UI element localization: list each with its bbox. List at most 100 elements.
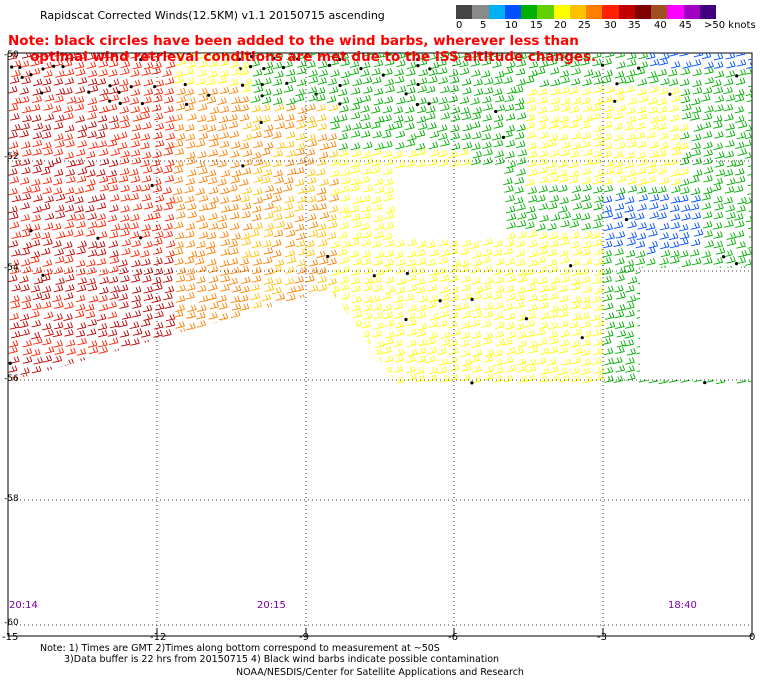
wind-barb — [625, 365, 635, 373]
wind-barb — [22, 356, 33, 364]
wind-barb — [690, 187, 701, 196]
wind-barb — [107, 139, 118, 147]
wind-barb — [615, 303, 626, 312]
wind-barb — [74, 205, 84, 213]
wind-barb — [395, 160, 406, 169]
wind-barb — [207, 114, 217, 123]
wind-barb — [744, 151, 752, 159]
wind-barb — [108, 240, 119, 248]
wind-barb — [8, 103, 19, 112]
wind-barb — [572, 328, 582, 336]
wind-barb — [451, 259, 461, 268]
colorbar-label: 15 — [530, 20, 543, 31]
wind-barb — [286, 256, 297, 264]
wind-barb — [253, 85, 264, 93]
wind-barb — [548, 53, 559, 58]
wind-barb — [98, 339, 108, 348]
wind-barb — [195, 139, 206, 148]
wind-barb — [657, 97, 667, 106]
wind-barb — [206, 247, 216, 255]
wind-barb — [627, 276, 638, 284]
wind-barb — [670, 60, 681, 69]
wind-barb — [438, 76, 448, 85]
wind-barb — [285, 113, 295, 122]
wind-barb — [173, 195, 183, 204]
wind-barb — [627, 97, 638, 105]
wind-barb — [614, 70, 625, 79]
wind-barb — [217, 123, 228, 132]
contamination-dot — [615, 82, 619, 86]
wind-barb — [747, 178, 752, 187]
colorbar-label: 30 — [604, 20, 617, 31]
wind-barb — [416, 249, 426, 257]
wind-barb — [294, 214, 305, 223]
wind-barb — [636, 106, 647, 114]
wind-barb — [613, 167, 624, 175]
wind-barb — [703, 257, 713, 265]
wind-barb — [537, 337, 548, 346]
wind-barb — [581, 140, 591, 148]
wind-barb — [41, 141, 52, 150]
wind-barb — [186, 151, 196, 160]
wind-barb — [22, 347, 33, 356]
wind-barb — [206, 202, 217, 210]
wind-barb — [429, 149, 440, 157]
wind-barb — [52, 177, 63, 186]
wind-barb — [152, 150, 162, 159]
wind-barb — [747, 221, 752, 230]
colorbar-swatch — [634, 5, 651, 19]
wind-barb — [492, 267, 503, 276]
wind-barb — [461, 275, 471, 283]
wind-barb — [241, 202, 252, 211]
wind-barb — [561, 358, 572, 366]
wind-barb — [691, 148, 702, 157]
wind-barb — [129, 221, 139, 230]
wind-barb — [581, 248, 591, 256]
wind-barb — [514, 103, 525, 111]
wind-barb — [416, 257, 427, 266]
wind-barb — [646, 175, 656, 184]
contamination-dot — [260, 82, 264, 87]
wind-barb — [231, 232, 241, 241]
wind-barb — [75, 115, 85, 123]
wind-barb — [649, 115, 659, 124]
wind-barb — [307, 139, 318, 148]
wind-barb — [604, 53, 615, 58]
wind-barb — [471, 331, 482, 339]
wind-barb — [602, 249, 612, 258]
wind-barb — [536, 357, 547, 365]
wind-barb — [176, 133, 186, 141]
colorbar-label: 20 — [554, 20, 567, 31]
wind-barb — [459, 53, 470, 59]
colorbar-swatch — [504, 5, 521, 19]
wind-barb — [691, 133, 702, 142]
wind-barb — [593, 77, 604, 85]
wind-barb — [107, 176, 118, 185]
wind-barb — [318, 69, 328, 77]
wind-barb — [374, 231, 384, 239]
wind-barb — [680, 95, 691, 104]
wind-barb — [252, 69, 263, 77]
wind-barb — [723, 196, 733, 205]
wind-barb — [9, 176, 19, 184]
wind-barb — [176, 58, 186, 66]
wind-barb — [198, 231, 209, 239]
wind-barb — [350, 102, 361, 111]
wind-barb — [659, 132, 669, 140]
wind-barb — [54, 301, 64, 309]
wind-barb — [649, 150, 659, 159]
wind-barb — [506, 60, 516, 69]
wind-barb — [229, 150, 240, 158]
contamination-dot — [237, 57, 242, 61]
wind-barb — [724, 220, 734, 228]
wind-barb — [285, 131, 296, 139]
wind-barb — [440, 375, 450, 383]
contamination-dot — [207, 93, 211, 97]
wind-barb — [209, 106, 220, 115]
wind-barb — [383, 140, 393, 149]
wind-barb — [198, 123, 209, 132]
wind-barb — [448, 95, 458, 103]
wind-barb — [670, 221, 680, 230]
wind-barb — [173, 176, 184, 184]
wind-barb — [372, 76, 382, 85]
